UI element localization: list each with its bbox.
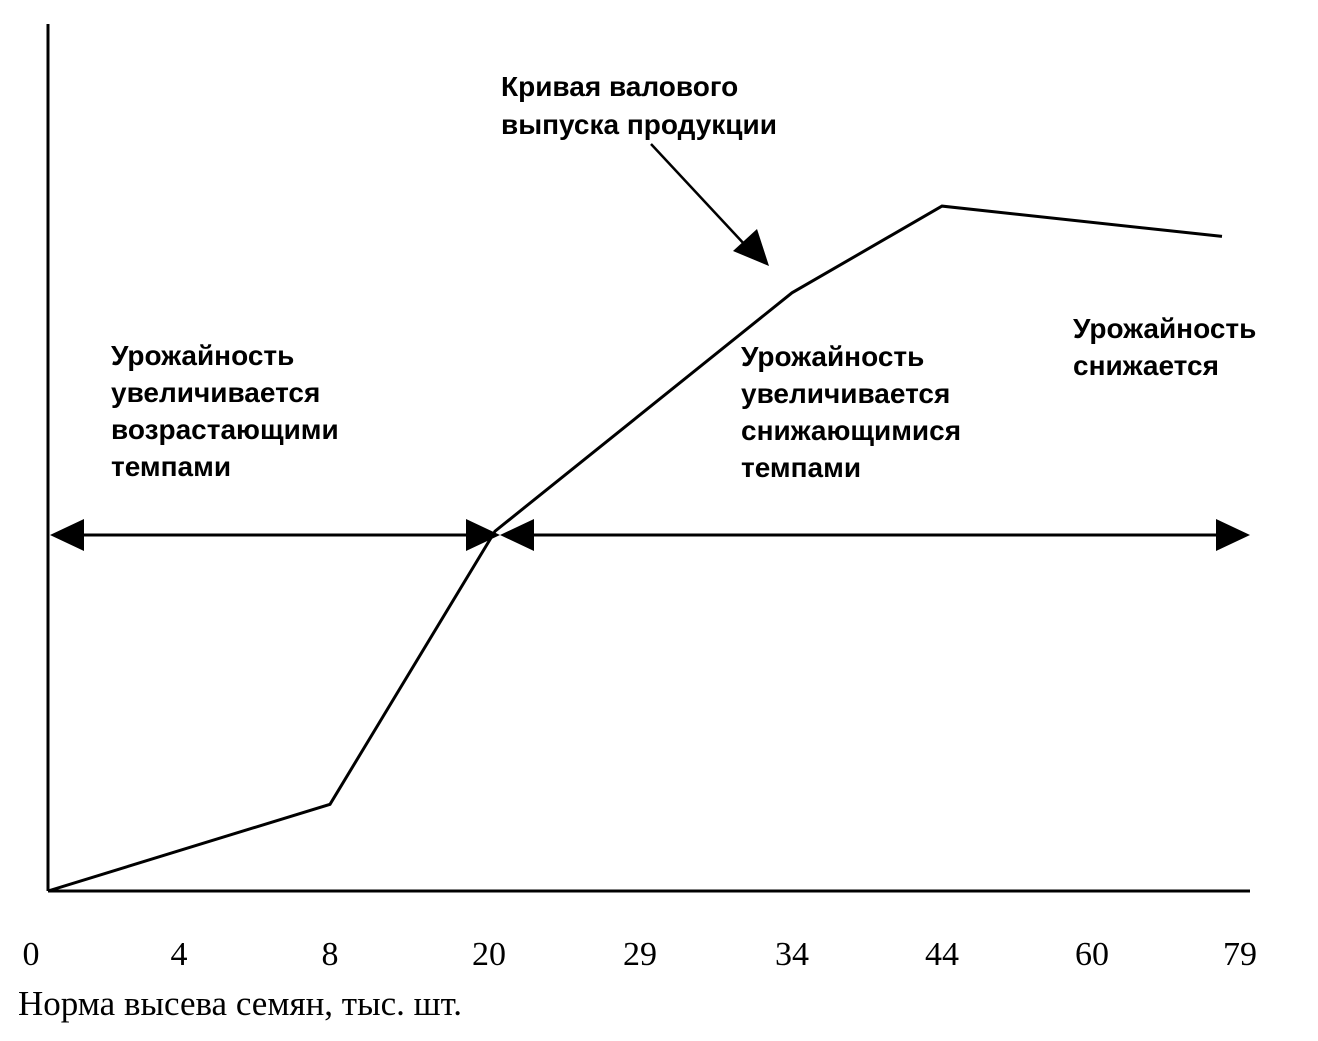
range-arrow-left [50,519,500,551]
x-tick-label: 60 [1075,936,1109,973]
region-label-declining: Урожайность снижается [1073,313,1257,381]
series-layer [47,204,1223,893]
production-curve-line [47,204,1223,893]
curve-label: Кривая валового выпуска продукции [501,71,777,140]
range-arrow-right [500,519,1250,551]
x-tick-label: 29 [623,936,657,973]
x-axis-label: Норма высева семян, тыс. шт. [18,984,463,1023]
region-label-increasing-rates: Урожайность увеличивается возрастающими … [111,340,339,482]
x-tick-label: 8 [321,936,339,973]
x-tick-label: 79 [1223,936,1257,973]
x-tick-label: 4 [170,936,188,973]
region-label-decreasing-rates: Урожайность увеличивается снижающимися т… [741,341,962,483]
curve-pointer-arrow [650,143,769,266]
x-tick-label: 34 [775,936,809,973]
x-tick-label: 0 [22,936,40,973]
x-tick-label: 44 [925,936,959,973]
x-tick-label: 20 [472,936,506,973]
